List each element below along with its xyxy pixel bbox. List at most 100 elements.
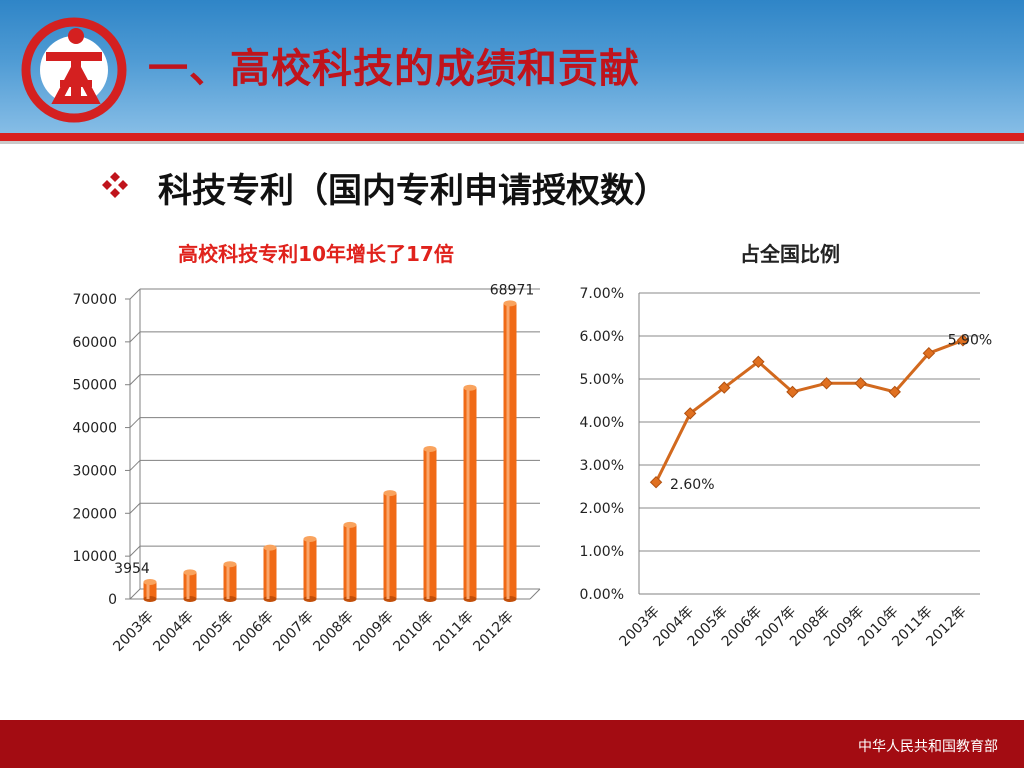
- bar-2003年: [143, 579, 157, 602]
- line-y-tick-label: 1.00%: [580, 544, 624, 560]
- line-point-2004年: [683, 407, 697, 420]
- bar-highlight: [186, 572, 190, 599]
- bar-top: [223, 561, 237, 568]
- bar-highlight: [306, 539, 310, 599]
- bar-y-tick-label: 40000: [72, 421, 117, 437]
- bar-gridline-depth: [129, 374, 141, 386]
- line-point-2012年: [956, 334, 970, 347]
- diamond-bullet-icon: [102, 172, 128, 198]
- bar-top: [383, 490, 397, 497]
- bar-2010年: [423, 446, 437, 602]
- patent-bar-chart: 高校科技专利10年增长了17倍 0 10000 20000 30000 40000 500…: [72, 242, 541, 655]
- bar-base: [223, 596, 237, 602]
- share-line-chart: 占全国比例 0.00% 1.00% 2.00% 3.00% 4.00% 5.00% 6.00…: [580, 242, 993, 650]
- bar-gridline-depth: [129, 288, 141, 300]
- bar-body: [463, 387, 477, 599]
- line-point-2005年: [718, 381, 731, 394]
- bar-x-tick-label: 2012年: [470, 609, 516, 655]
- slide-title: 一、高校科技的成绩和贡献: [148, 46, 640, 92]
- line-data-label: 5.90%: [948, 332, 992, 348]
- line-chart-title: 占全国比例: [740, 242, 840, 266]
- bar-2006年: [263, 544, 277, 602]
- bar-y-tick-label: 30000: [72, 463, 117, 479]
- line-point-2011年: [922, 346, 936, 360]
- bar-gridline-depth: [129, 588, 141, 600]
- line-point-2003年: [649, 475, 663, 489]
- bar-top: [143, 579, 157, 586]
- line-y-tick-label: 3.00%: [580, 458, 624, 474]
- bar-chart-title: 高校科技专利10年增长了17倍: [178, 242, 454, 266]
- bar-2008年: [343, 521, 357, 602]
- bar-body: [183, 572, 197, 599]
- line-y-tick-label: 2.00%: [580, 501, 624, 517]
- bar-base: [423, 596, 437, 602]
- bar-x-tick-label: 2006年: [230, 609, 276, 655]
- bar-highlight: [426, 449, 430, 599]
- bar-body: [503, 303, 517, 599]
- bar-body: [383, 493, 397, 599]
- bar-base: [263, 596, 277, 602]
- line-data-label: 2.60%: [670, 477, 714, 493]
- bar-base: [463, 596, 477, 602]
- ministry-logo-icon: [21, 17, 127, 123]
- bar-gridline-depth: [129, 417, 141, 428]
- bar-2005年: [223, 561, 237, 602]
- line-y-tick-label: 7.00%: [580, 286, 624, 302]
- bar-x-tick-label: 2010年: [390, 609, 436, 655]
- bar-top: [263, 544, 277, 551]
- line-series-path: [654, 338, 964, 483]
- bar-x-tick-label: 2007年: [270, 609, 316, 655]
- bar-highlight: [386, 493, 390, 599]
- bar-y-tick-label: 20000: [72, 506, 117, 522]
- bar-top: [183, 569, 197, 576]
- bar-2012年: [503, 300, 517, 602]
- line-point-2008年: [820, 377, 833, 390]
- line-y-tick-label: 0.00%: [580, 587, 624, 603]
- bar-x-tick-label: 2005年: [190, 609, 236, 655]
- bar-x-tick-label: 2004年: [150, 609, 196, 655]
- bar-2011年: [463, 384, 477, 602]
- header-banner: [0, 0, 1024, 133]
- section-subtitle: 科技专利（国内专利申请授权数）: [158, 171, 668, 211]
- bar-y-tick-label: 70000: [72, 292, 117, 308]
- bar-y-tick-label: 0: [108, 592, 117, 608]
- line-point-2009年: [854, 377, 867, 390]
- bar-base: [343, 596, 357, 602]
- bar-data-label: 68971: [490, 282, 535, 298]
- bar-base: [303, 596, 317, 602]
- bar-gridline-depth: [129, 331, 141, 343]
- bar-top: [503, 300, 517, 307]
- header-divider: [0, 133, 1024, 141]
- bar-y-tick-label: 60000: [72, 335, 117, 351]
- footer-bar: [0, 720, 1024, 768]
- bar-highlight: [226, 564, 230, 599]
- bar-base: [143, 596, 157, 602]
- line-y-tick-label: 5.00%: [580, 372, 624, 388]
- line-point-2010年: [888, 385, 901, 399]
- bar-body: [303, 539, 317, 599]
- bar-body: [343, 524, 357, 599]
- line-point-2006年: [752, 355, 765, 369]
- bar-x-tick-label: 2009年: [350, 609, 396, 655]
- bar-x-tick-label: 2008年: [310, 609, 356, 655]
- bar-data-label: 3954: [114, 561, 150, 577]
- bar-body: [263, 547, 277, 599]
- bar-top: [343, 521, 357, 528]
- bar-top: [423, 446, 437, 452]
- bar-base: [503, 596, 517, 602]
- bar-base: [383, 596, 397, 602]
- bar-body: [223, 564, 237, 599]
- bar-base: [183, 596, 197, 602]
- bar-gridline-depth: [129, 502, 141, 514]
- line-y-tick-label: 4.00%: [580, 415, 624, 431]
- bar-2007年: [303, 536, 317, 602]
- header-divider-shadow: [0, 141, 1024, 144]
- bar-x-tick-label: 2011年: [430, 609, 476, 655]
- bar-highlight: [346, 524, 350, 599]
- bar-highlight: [146, 582, 150, 599]
- bar-2004年: [183, 569, 197, 602]
- bar-top: [303, 536, 317, 542]
- line-point-2007年: [786, 385, 799, 399]
- line-y-tick-label: 6.00%: [580, 329, 624, 345]
- bar-floor-edge: [529, 588, 541, 600]
